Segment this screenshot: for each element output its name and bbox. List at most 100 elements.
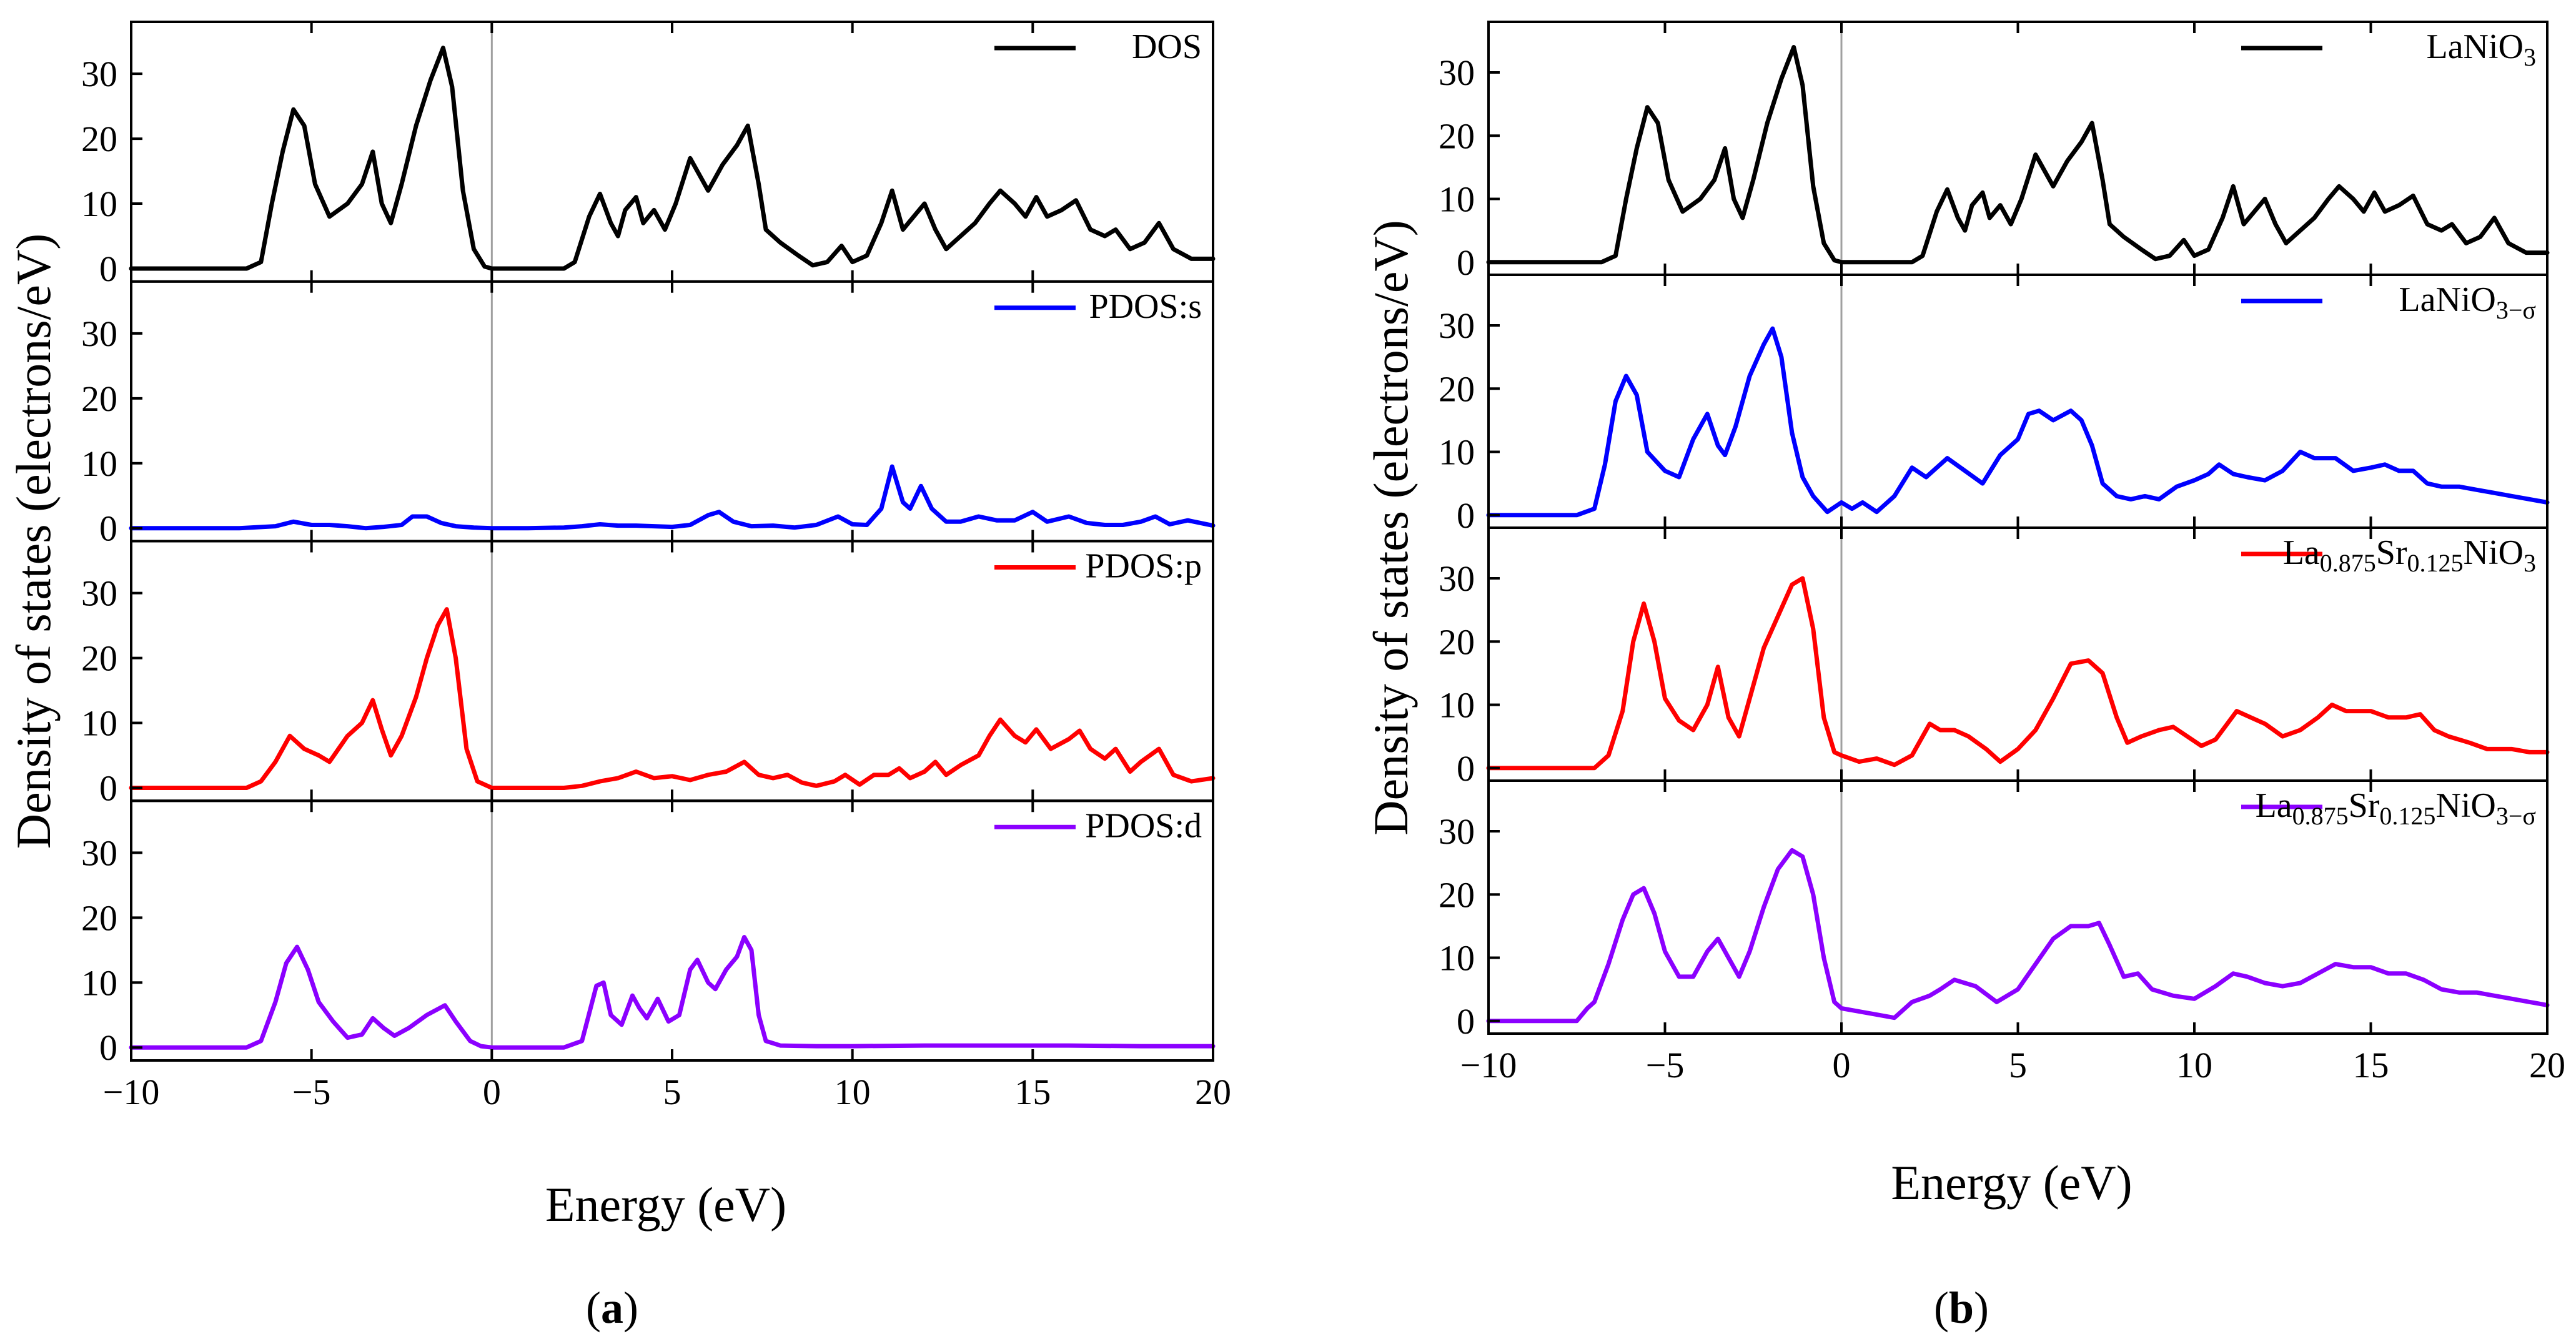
y-tick-label: 20 (81, 119, 117, 159)
series-line-0-1 (129, 464, 1216, 531)
x-tick-label: −10 (1460, 1045, 1517, 1085)
caption-letter: b (1949, 1283, 1974, 1333)
legend-text-part: Sr (2376, 533, 2407, 572)
y-tick-label: 30 (81, 54, 117, 94)
y-tick-label: 30 (1439, 52, 1475, 93)
x-tick-label: 20 (1195, 1072, 1231, 1112)
caption-letter: a (601, 1283, 623, 1333)
y-tick-label: 30 (1439, 305, 1475, 346)
x-axis-title: Energy (eV) (1891, 1155, 2132, 1210)
series-line-0-2 (129, 607, 1216, 790)
y-tick-label: 20 (1439, 368, 1475, 409)
caption-paren: ( (1934, 1283, 1949, 1333)
caption-paren: ) (1974, 1283, 1989, 1333)
y-tick-label: 0 (99, 249, 117, 289)
y-tick-label: 20 (81, 378, 117, 419)
legend-text-part: LaNiO (2426, 27, 2524, 66)
subplot-frame (130, 21, 1214, 283)
y-tick-label: 0 (99, 768, 117, 808)
y-axis-title: Density of states (electrons/eV) (6, 234, 61, 849)
legend-subscript: 0.875 (2292, 802, 2349, 830)
x-tick-label: 0 (1833, 1045, 1851, 1085)
legend-label: La0.875Sr0.125NiO3 (2283, 533, 2536, 577)
y-tick-label: 0 (99, 1027, 117, 1068)
legend-subscript: 3 (2524, 43, 2536, 71)
legend-label: LaNiO3−σ (2399, 280, 2536, 324)
y-tick-label: 30 (81, 833, 117, 873)
legend-text-part: LaNiO (2399, 280, 2496, 319)
subplot-frame (1487, 274, 2549, 529)
y-tick-label: 30 (1439, 811, 1475, 852)
legend-label: PDOS:s (1089, 287, 1202, 326)
panel-caption: (a) (586, 1283, 638, 1333)
subplot-frame (1487, 21, 2549, 276)
y-tick-label: 10 (81, 962, 117, 1003)
series-line-1-1 (1486, 326, 2550, 518)
x-tick-label: 10 (835, 1072, 871, 1112)
y-tick-label: 10 (1439, 179, 1475, 220)
caption-paren: ) (623, 1283, 638, 1333)
legend-text-part: La (2283, 533, 2320, 572)
subplot-frame (1487, 779, 2549, 1035)
legend-label: DOS (1132, 27, 1202, 66)
legend-subscript: 0.125 (2379, 802, 2435, 830)
y-tick-label: 30 (81, 314, 117, 354)
legend-text-part: La (2256, 786, 2292, 825)
legend-label: La0.875Sr0.125NiO3−σ (2256, 786, 2536, 830)
y-tick-label: 30 (81, 573, 117, 614)
x-tick-label: 15 (2353, 1045, 2389, 1085)
x-tick-label: 20 (2529, 1045, 2565, 1085)
series-line-1-0 (1486, 45, 2550, 265)
y-tick-label: 10 (1439, 685, 1475, 726)
subplot-frame (130, 540, 1214, 803)
y-tick-label: 20 (81, 897, 117, 938)
legend-text-part: PDOS:p (1085, 547, 1202, 586)
y-tick-label: 0 (1457, 495, 1475, 536)
legend-subscript: 0.125 (2407, 549, 2464, 577)
legend-label: PDOS:p (1085, 547, 1202, 586)
x-tick-label: −10 (103, 1072, 160, 1112)
x-axis-title: Energy (eV) (545, 1177, 786, 1232)
series-line-1-2 (1486, 576, 2550, 771)
x-tick-label: −5 (1646, 1045, 1685, 1085)
legend-subscript: 0.875 (2320, 549, 2376, 577)
y-tick-label: 10 (81, 443, 117, 484)
y-axis-title: Density of states (electrons/eV) (1364, 220, 1418, 836)
series-line-0-0 (129, 46, 1216, 271)
subplot-frame (130, 799, 1214, 1062)
y-tick-label: 20 (1439, 116, 1475, 156)
legend-subscript: 3−σ (2496, 802, 2536, 830)
x-tick-label: 5 (663, 1072, 681, 1112)
y-tick-label: 10 (1439, 938, 1475, 979)
y-tick-label: 10 (1439, 432, 1475, 473)
panel-caption: (b) (1934, 1283, 1989, 1333)
legend-text-part: DOS (1132, 27, 1202, 66)
y-tick-label: 10 (81, 184, 117, 224)
series-line-1-3 (1486, 847, 2550, 1024)
x-tick-label: 10 (2176, 1045, 2212, 1085)
legend-text-part: NiO (2435, 786, 2495, 825)
y-tick-label: 0 (99, 508, 117, 549)
y-tick-label: 10 (81, 703, 117, 744)
legend-text-part: NiO (2464, 533, 2524, 572)
y-tick-label: 0 (1457, 748, 1475, 789)
legend-subscript: 3−σ (2496, 296, 2536, 324)
y-tick-label: 20 (1439, 621, 1475, 662)
legend-label: PDOS:d (1085, 806, 1202, 845)
legend-text-part: PDOS:s (1089, 287, 1202, 326)
y-tick-label: 20 (1439, 874, 1475, 915)
y-tick-label: 0 (1457, 242, 1475, 283)
caption-paren: ( (586, 1283, 601, 1333)
y-tick-label: 0 (1457, 1001, 1475, 1042)
legend-label: LaNiO3 (2426, 27, 2536, 71)
legend-subscript: 3 (2524, 549, 2536, 577)
series-line-0-3 (129, 935, 1216, 1050)
subplot-frame (130, 280, 1214, 543)
x-tick-label: −5 (292, 1072, 331, 1112)
y-tick-label: 30 (1439, 558, 1475, 599)
x-tick-label: 5 (2009, 1045, 2027, 1085)
legend-text-part: Sr (2349, 786, 2380, 825)
x-tick-label: 0 (483, 1072, 501, 1112)
x-tick-label: 15 (1014, 1072, 1051, 1112)
